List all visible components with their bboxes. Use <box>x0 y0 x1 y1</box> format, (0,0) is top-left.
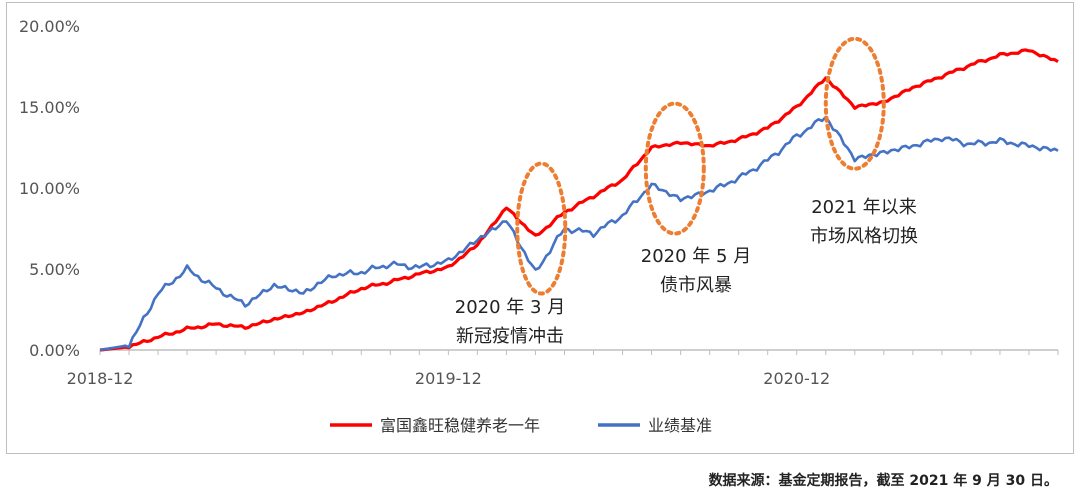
annotation-label: 市场风格切换 <box>810 226 918 247</box>
annotation-label: 2020 年 5 月 <box>641 246 751 267</box>
x-tick-label: 2018-12 <box>67 369 134 388</box>
annotation-label: 新冠疫情冲击 <box>456 326 564 347</box>
series-lines <box>99 48 1059 352</box>
source-note: 数据来源：基金定期报告，截至 2021 年 9 月 30 日。 <box>708 473 1058 489</box>
y-tick-label: 20.00% <box>19 17 80 36</box>
x-tick-label: 2019-12 <box>415 369 482 388</box>
annotation-label: 2021 年以来 <box>811 197 917 218</box>
line-chart: 0.00% 5.00% 10.00% 15.00% 20.00% 2018-12 2019-… <box>19 17 1059 435</box>
y-tick-label: 0.00% <box>29 341 80 360</box>
annotation-label: 2020 年 3 月 <box>455 297 565 318</box>
annotation-label: 债市风暴 <box>660 275 732 296</box>
legend: 富国鑫旺稳健养老一年 业绩基准 <box>330 416 712 435</box>
chart-frame <box>6 2 1074 454</box>
annotation-ellipse <box>643 101 706 236</box>
x-tick-label: 2020-12 <box>763 369 830 388</box>
series-line-fund <box>99 48 1059 352</box>
annotation-ellipse <box>823 36 886 171</box>
annotation-ellipse <box>515 161 568 296</box>
axes: 0.00% 5.00% 10.00% 15.00% 20.00% 2018-12 2019-… <box>19 17 1059 388</box>
legend-label: 业绩基准 <box>648 416 712 435</box>
legend-label: 富国鑫旺稳健养老一年 <box>380 416 540 435</box>
y-tick-label: 10.00% <box>19 179 80 198</box>
series-line-benchmark <box>99 115 1059 352</box>
y-tick-label: 5.00% <box>29 260 80 279</box>
y-tick-label: 15.00% <box>19 98 80 117</box>
